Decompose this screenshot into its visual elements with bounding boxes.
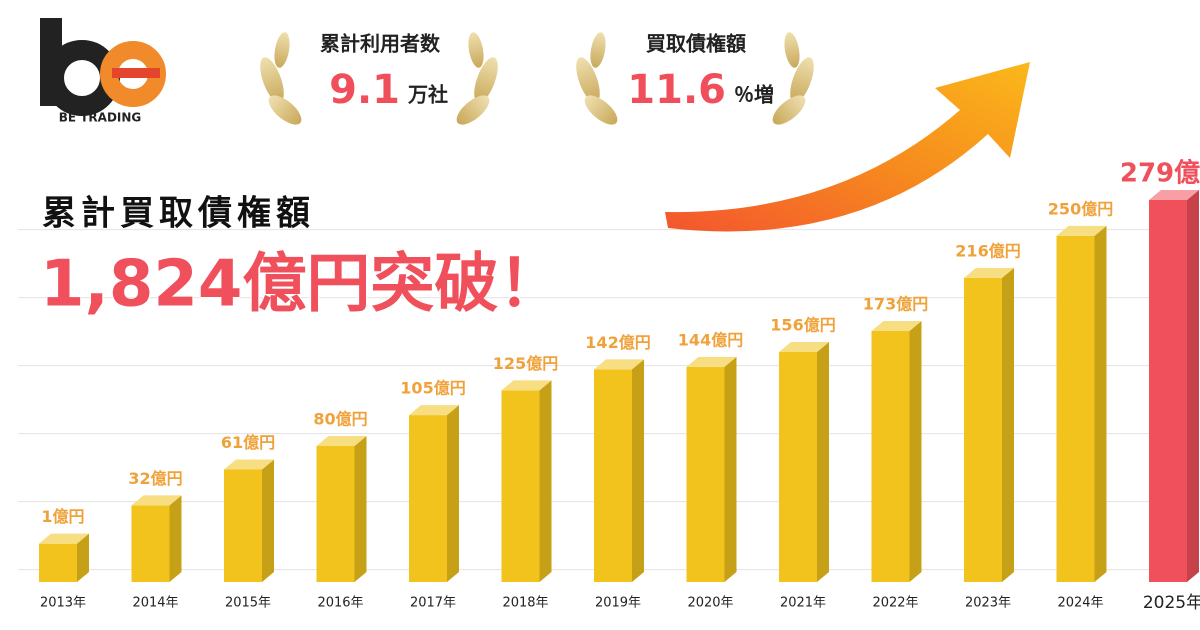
- badge-unit: ％増: [734, 83, 774, 107]
- x-tick-label: 2022年: [872, 596, 918, 611]
- badge-label: 累計利用者数: [320, 32, 441, 56]
- value-label: 80億円: [313, 410, 367, 429]
- value-label: 144億円: [678, 330, 743, 349]
- bar-top: [686, 356, 737, 367]
- bar-top: [409, 405, 459, 416]
- x-tick-label: 2013年: [40, 596, 86, 611]
- bar-side: [539, 380, 552, 582]
- value-label: 279億円: [1120, 158, 1200, 188]
- bar: [686, 366, 725, 582]
- value-label: 216億円: [955, 241, 1020, 260]
- bar: [501, 390, 540, 582]
- logo-text: BE TRADING: [59, 111, 142, 125]
- bar-side: [909, 321, 922, 582]
- bar: [39, 543, 77, 582]
- bar: [409, 415, 447, 582]
- badge-unit: 万社: [407, 83, 448, 107]
- x-tick-label: 2016年: [317, 596, 363, 611]
- x-tick-label: 2014年: [132, 596, 178, 611]
- bar-side: [354, 436, 367, 582]
- logo: BE TRADING: [40, 18, 166, 125]
- x-tick-label: 2024年: [1057, 596, 1103, 611]
- bar: [131, 505, 170, 582]
- bar-side: [77, 533, 89, 582]
- value-label: 32億円: [128, 469, 182, 488]
- value-label: 156億円: [770, 316, 835, 335]
- bar-side: [632, 359, 644, 582]
- bar-top: [131, 495, 182, 506]
- bar-top: [316, 436, 367, 446]
- x-tick-label: 2021年: [780, 596, 826, 611]
- laurel-wreath: [260, 32, 814, 125]
- bar-side: [1002, 267, 1014, 582]
- bar-top: [501, 380, 552, 391]
- x-tick-label: 2018年: [502, 596, 548, 611]
- badge-value: 11.6: [627, 67, 726, 113]
- bar-top: [1056, 225, 1107, 236]
- value-label: 173億円: [863, 295, 928, 314]
- x-tick-label: 2020年: [687, 596, 733, 611]
- bar: [964, 277, 1002, 582]
- bar-side: [169, 495, 182, 582]
- x-tick-label: 2019年: [595, 596, 641, 611]
- bar-top: [594, 359, 644, 370]
- bar-top: [779, 342, 829, 353]
- badge-label: 買取債権額: [646, 32, 746, 56]
- bar-top: [224, 459, 274, 470]
- bar: [871, 331, 910, 582]
- bar-side: [724, 356, 737, 582]
- x-tick-label: 2025年: [1143, 593, 1200, 613]
- bar-side: [447, 405, 459, 582]
- bars: 1億円 2013年 32億円 2014年 61億円 2015年 80億円 2016年 105億円…: [39, 158, 1200, 613]
- bar-side: [262, 459, 274, 582]
- bar-top: [39, 533, 89, 544]
- bar-side: [1187, 189, 1199, 583]
- bar: [224, 469, 262, 582]
- bar: [1149, 199, 1187, 583]
- bar-side: [817, 342, 829, 582]
- bar: [1056, 235, 1095, 582]
- bar-top: [1149, 189, 1199, 200]
- bar-top: [871, 321, 922, 332]
- bar: [594, 369, 632, 582]
- x-tick-label: 2015年: [225, 596, 271, 611]
- bar: [779, 352, 817, 582]
- badge-value: 9.1: [329, 67, 400, 113]
- bar-top: [964, 267, 1014, 278]
- value-label: 142億円: [585, 333, 650, 352]
- growth-arrow: [665, 62, 1030, 232]
- x-tick-label: 2023年: [965, 596, 1011, 611]
- headline-amount: 1,824億円突破！: [40, 248, 562, 322]
- value-label: 105億円: [400, 379, 465, 398]
- value-label: 250億円: [1048, 199, 1113, 218]
- value-label: 61億円: [221, 433, 275, 452]
- value-label: 1億円: [41, 507, 84, 526]
- headline: 累計買取債権額: [42, 194, 315, 234]
- bar-side: [1094, 225, 1107, 582]
- value-label: 125億円: [493, 354, 558, 373]
- x-tick-label: 2017年: [410, 596, 456, 611]
- bar: [316, 446, 355, 582]
